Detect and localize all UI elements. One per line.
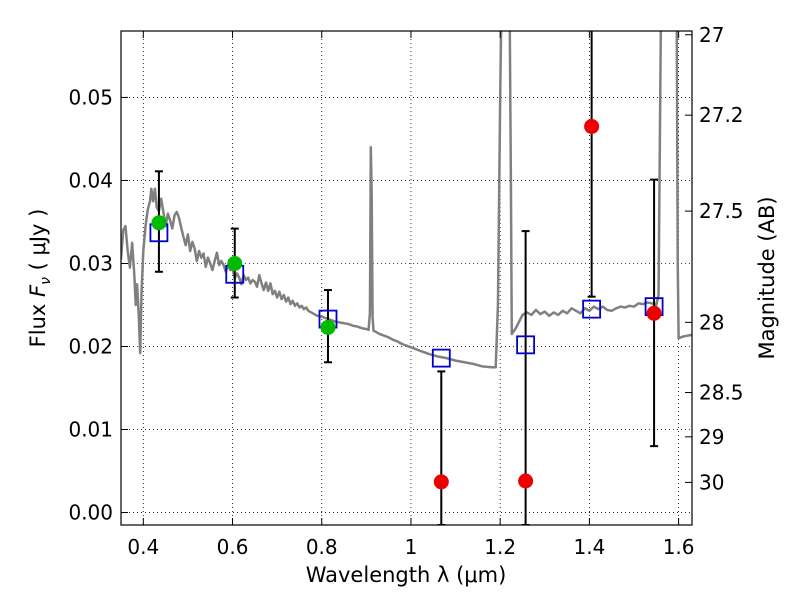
- y-tick-label: 0.01: [68, 418, 113, 442]
- non-detection-point: [433, 474, 449, 490]
- right-tick-label: 27.2: [699, 103, 744, 127]
- model-point-square: [516, 335, 536, 355]
- detection-point: [227, 255, 243, 271]
- y-axis-label-flux: Flux: [26, 297, 50, 347]
- plot-area: [121, 31, 692, 525]
- model-point-square: [431, 348, 451, 368]
- right-tick-label: 29: [699, 425, 724, 449]
- right-tick-label: 27: [699, 23, 724, 47]
- y-tick-label: 0.00: [68, 501, 113, 525]
- model-point-square: [582, 299, 602, 319]
- x-tick-label: 0.8: [306, 535, 338, 559]
- x-tick-label: 1.6: [663, 535, 695, 559]
- right-tick-label: 28: [699, 310, 724, 334]
- right-tick-label: 28.5: [699, 381, 744, 405]
- y-tick-label: 0.02: [68, 334, 113, 358]
- right-axis-label: Magnitude (AB): [755, 196, 779, 359]
- non-detection-point: [646, 305, 662, 321]
- x-tick-label: 1.2: [484, 535, 516, 559]
- axes: 0.4 0.6 0.8 1 1.2 1.4 1.6 0.00 0.01 0.02 0.03 0.04 0…: [68, 23, 743, 559]
- model-spectrum-line: [121, 31, 692, 369]
- y-axis-label-unit: ( μJy ): [26, 209, 50, 277]
- right-tick-label: 30: [699, 470, 724, 494]
- y-axis-label: Flux Fν ( μJy ): [26, 209, 54, 348]
- y-tick-label: 0.04: [68, 168, 113, 192]
- x-tick-label: 0.6: [217, 535, 249, 559]
- x-tick-label: 1.4: [573, 535, 605, 559]
- y-tick-label: 0.05: [68, 85, 113, 109]
- non-detection-point: [584, 118, 600, 134]
- detection-point: [320, 319, 336, 335]
- y-tick-label: 0.03: [68, 251, 113, 275]
- detection-point: [151, 215, 167, 231]
- non-detection-point: [518, 473, 534, 489]
- x-tick-label: 1: [405, 535, 418, 559]
- x-axis-label: Wavelength λ (μm): [306, 563, 507, 587]
- y-axis-label-subscript: ν: [38, 277, 54, 285]
- y-axis-label-symbol: F: [26, 284, 50, 297]
- plot-frame: [120, 30, 693, 526]
- x-tick-label: 0.4: [127, 535, 159, 559]
- right-tick-label: 27.5: [699, 199, 744, 223]
